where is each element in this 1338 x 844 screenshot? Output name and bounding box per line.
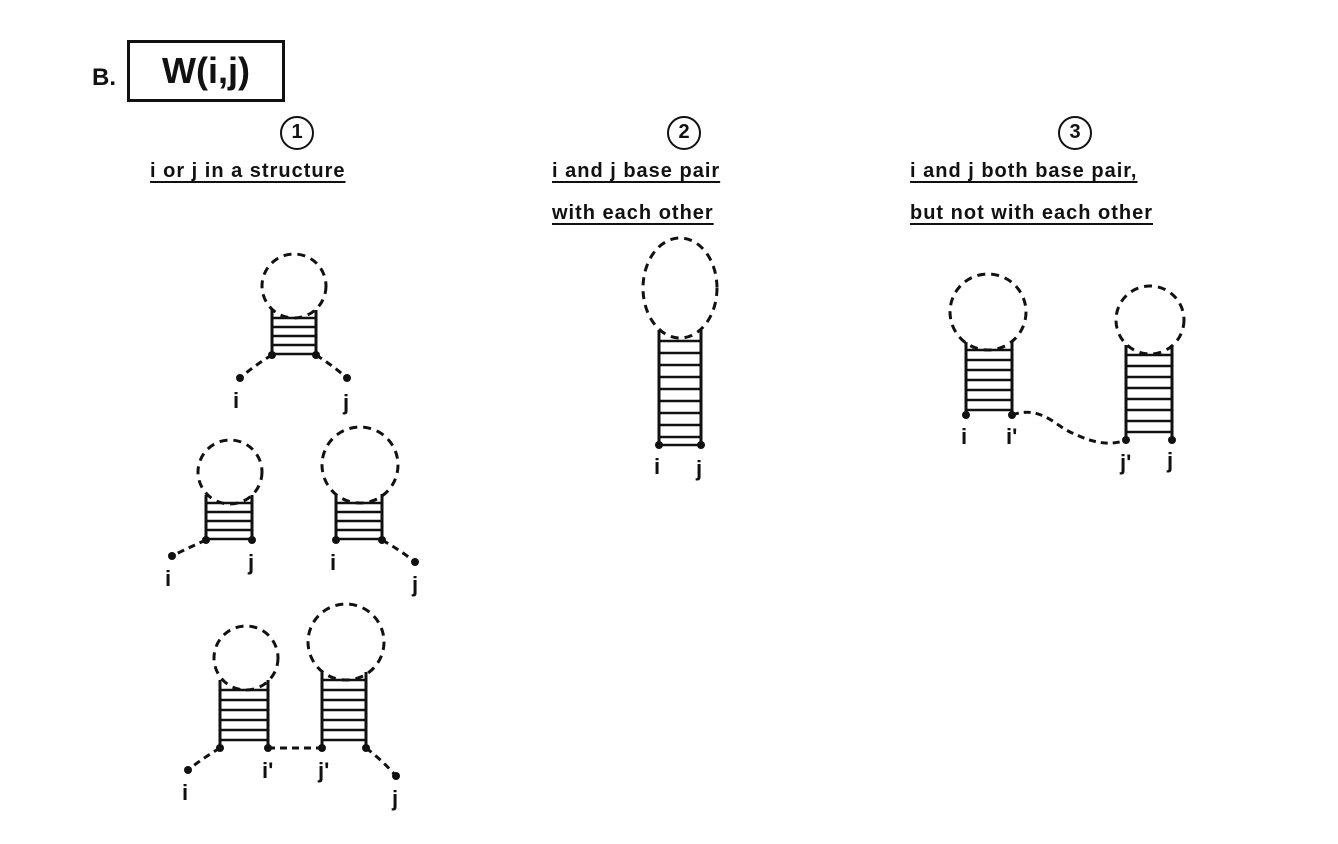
case-1-bottom-label-j-prime: j' <box>317 758 329 783</box>
case-1-bottom-label-i-prime: i' <box>262 758 273 783</box>
case-2-label-j: j <box>695 456 702 481</box>
case-1-middle-right-label-j: j <box>411 572 418 597</box>
case-2-number: 2 <box>667 116 701 150</box>
case-2-dots <box>655 441 705 449</box>
case-1-top-label-j: j <box>342 390 349 415</box>
case-2-label-i: i <box>654 454 660 479</box>
case-1-middle-left-dots <box>168 536 256 560</box>
case-1-double-hairpin-dots <box>184 744 400 780</box>
case-1-caption: i or j in a structure <box>150 160 346 182</box>
case-1-bottom-label-i: i <box>182 780 188 805</box>
case-3-dots <box>962 411 1176 444</box>
case-1-hairpin-top <box>239 252 348 380</box>
case-1-bottom-label-j: j <box>391 786 398 811</box>
case-1-middle-right-dots <box>332 536 419 566</box>
case-1-number: 1 <box>280 116 314 150</box>
case-3-caption-line-2: but not with each other <box>910 202 1153 224</box>
title-box: W(i,j) <box>127 40 285 102</box>
case-3-caption-line-1: i and j both base pair, <box>910 160 1138 182</box>
case-3-double-hairpin <box>948 272 1186 445</box>
case-3-number: 3 <box>1058 116 1092 150</box>
case-1-middle-left-label-j: j <box>247 550 254 575</box>
case-3-label-j-prime: j' <box>1119 450 1131 475</box>
case-2-caption-line-2: with each other <box>552 202 714 224</box>
case-2-caption-line-1: i and j base pair <box>552 160 721 182</box>
case-3-label-i: i <box>961 424 967 449</box>
case-3-label-i-prime: i' <box>1006 424 1017 449</box>
case-1-top-label-i: i <box>233 388 239 413</box>
case-1-middle-left-label-i: i <box>165 566 171 591</box>
case-1-middle-right-label-i: i <box>330 550 336 575</box>
case-1-hairpin-middle-left <box>171 438 264 558</box>
case-1-top-dots <box>236 351 351 382</box>
panel-label: B. <box>92 64 116 91</box>
case-3-label-j: j <box>1166 448 1173 473</box>
case-2-hairpin <box>641 236 719 447</box>
